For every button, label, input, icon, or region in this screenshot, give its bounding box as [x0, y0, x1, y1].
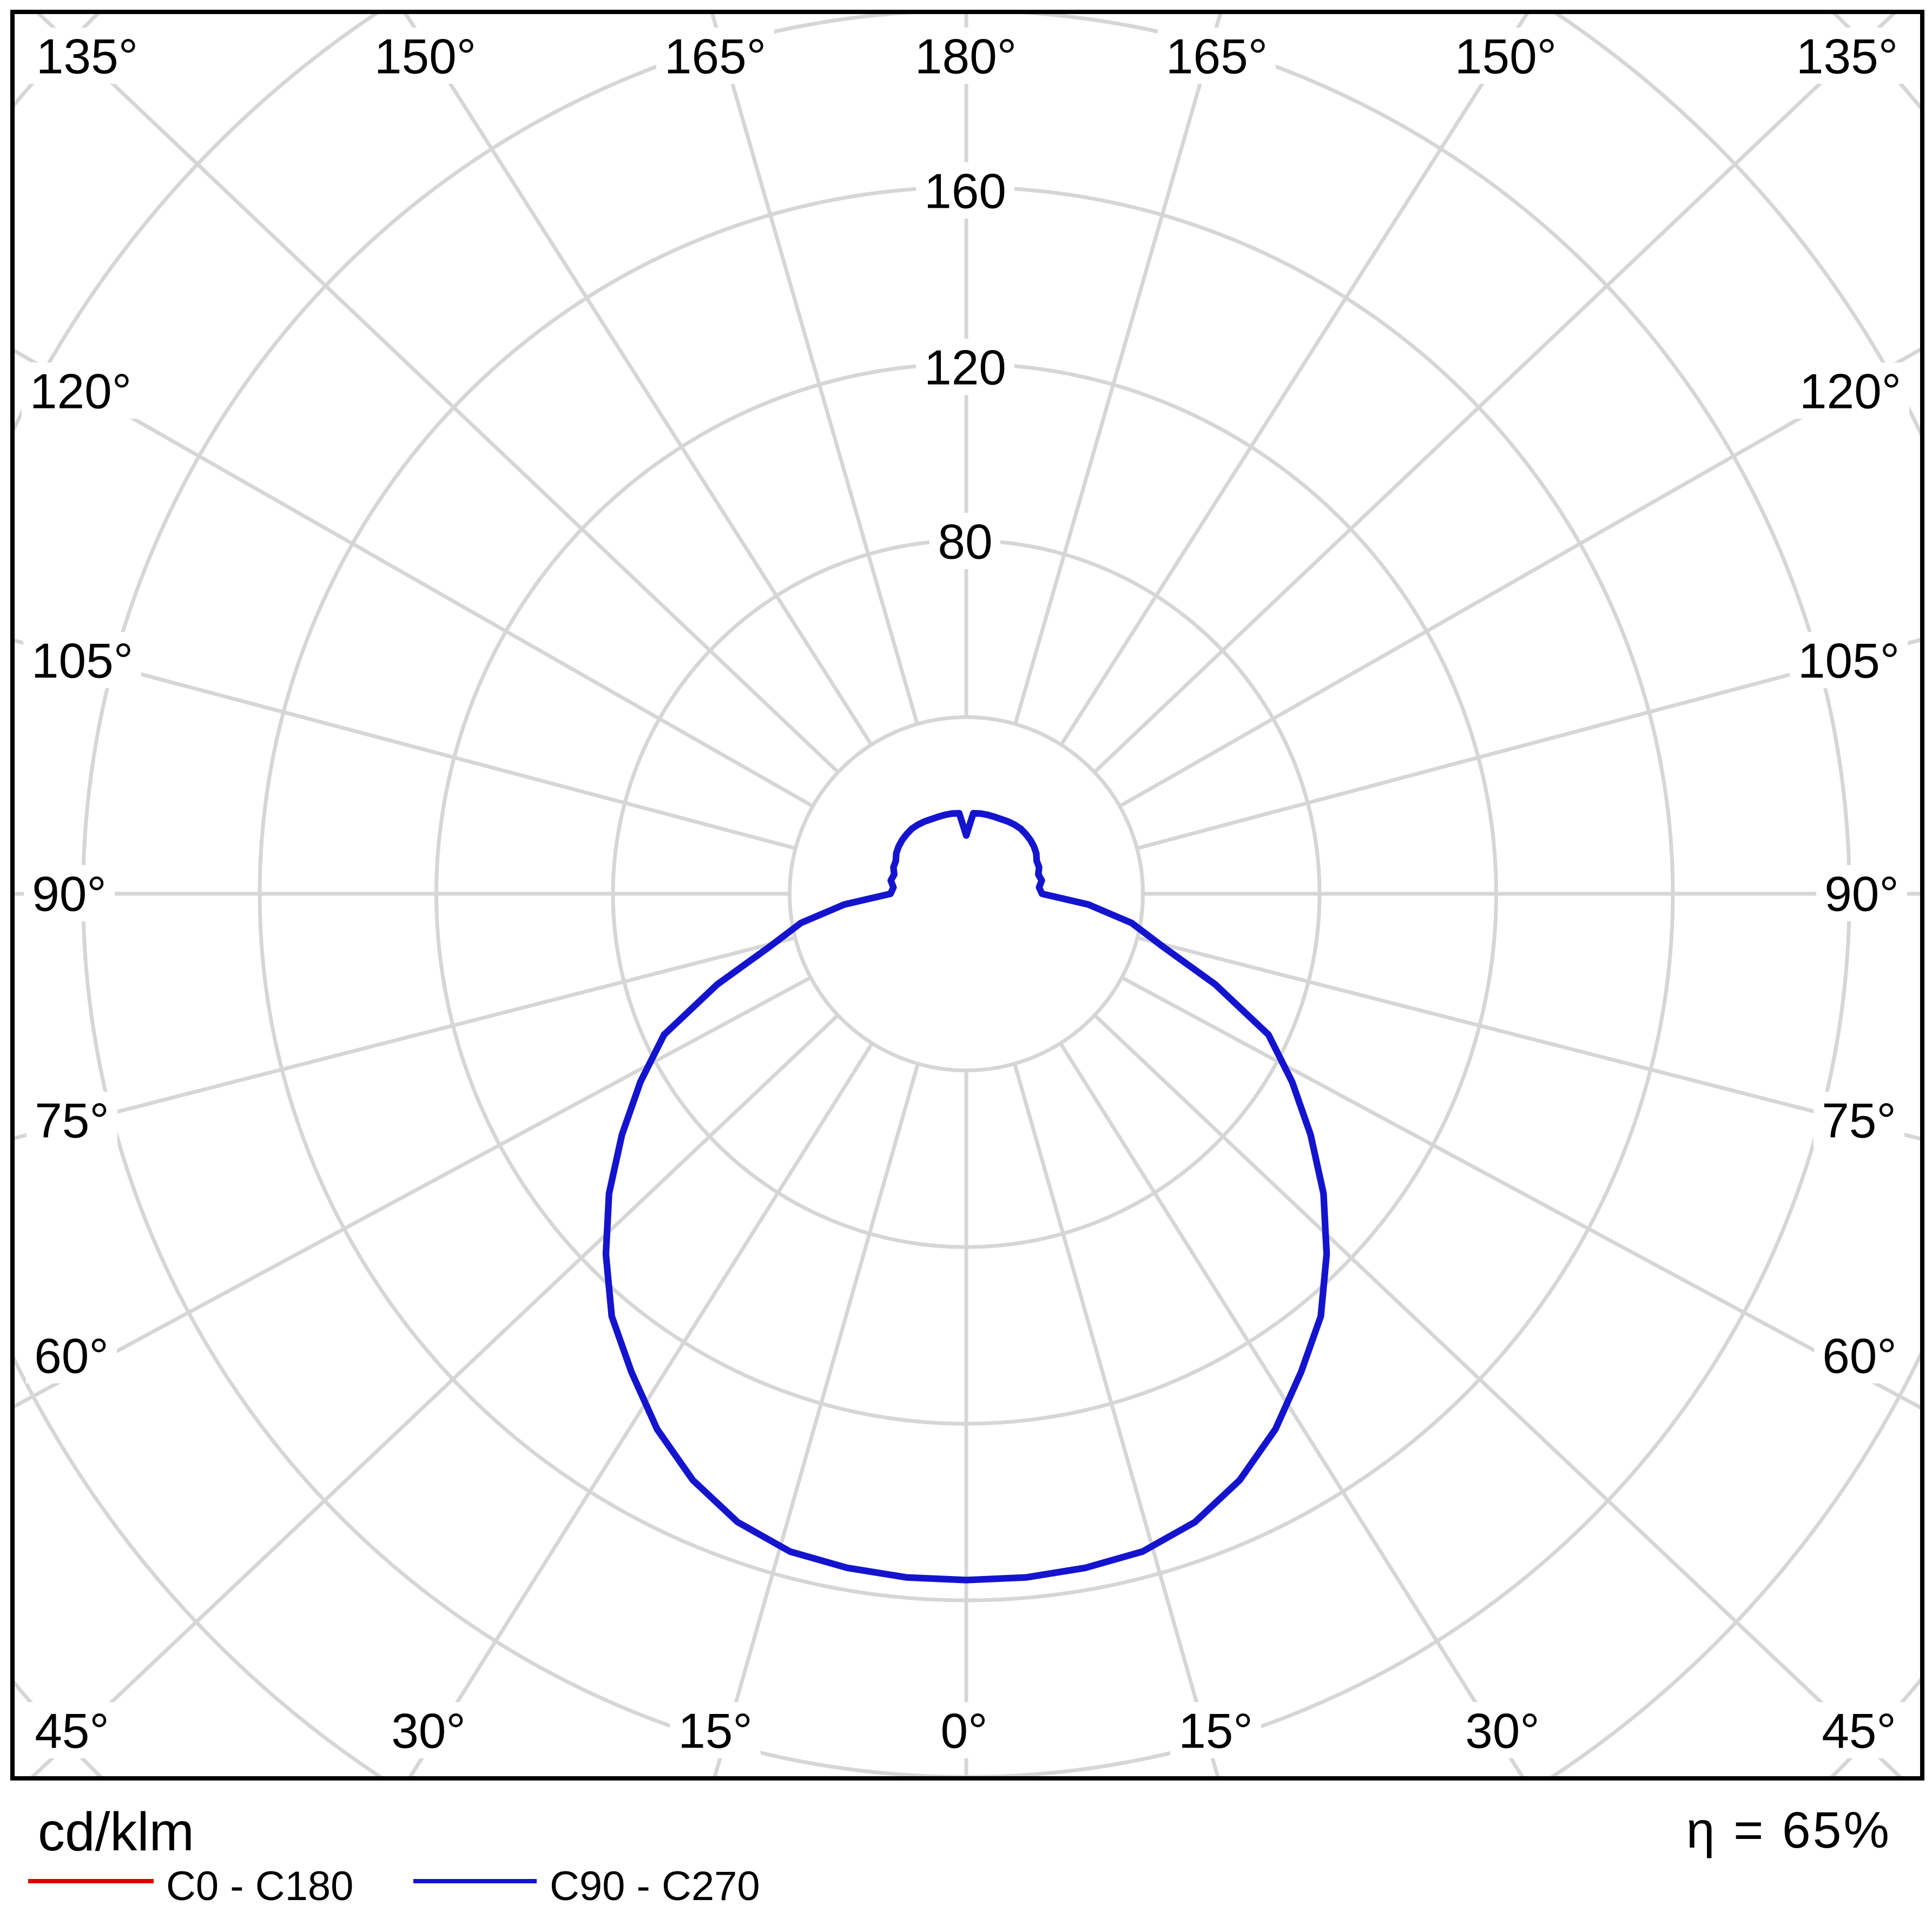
svg-text:60°: 60° [1822, 1329, 1897, 1384]
svg-text:165°: 165° [1166, 30, 1268, 84]
svg-text:135°: 135° [36, 30, 138, 84]
svg-text:C90 - C270: C90 - C270 [550, 1863, 760, 1909]
svg-text:120°: 120° [30, 365, 131, 419]
svg-text:135°: 135° [1796, 30, 1898, 84]
svg-text:45°: 45° [1822, 1704, 1896, 1759]
svg-text:C0 - C180: C0 - C180 [166, 1863, 353, 1909]
svg-text:150°: 150° [374, 30, 476, 84]
svg-text:45°: 45° [35, 1704, 109, 1759]
svg-text:η = 65%: η = 65% [1686, 1802, 1891, 1859]
svg-text:180°: 180° [915, 30, 1017, 84]
svg-text:105°: 105° [31, 634, 133, 689]
svg-text:80: 80 [938, 515, 992, 570]
svg-text:75°: 75° [1822, 1094, 1896, 1149]
svg-text:60°: 60° [34, 1329, 109, 1384]
svg-text:cd/klm: cd/klm [38, 1802, 194, 1862]
svg-text:165°: 165° [664, 30, 766, 84]
svg-text:120: 120 [924, 341, 1006, 395]
svg-text:160: 160 [924, 164, 1006, 219]
svg-text:90°: 90° [1824, 867, 1899, 922]
svg-text:30°: 30° [1465, 1704, 1540, 1759]
svg-text:15°: 15° [1178, 1704, 1253, 1759]
svg-text:75°: 75° [35, 1094, 109, 1149]
svg-text:90°: 90° [32, 867, 107, 922]
svg-text:0°: 0° [940, 1704, 987, 1759]
svg-text:30°: 30° [391, 1704, 466, 1759]
svg-text:120°: 120° [1799, 365, 1901, 419]
svg-text:15°: 15° [678, 1704, 753, 1759]
svg-text:105°: 105° [1798, 634, 1900, 689]
svg-text:150°: 150° [1455, 30, 1557, 84]
